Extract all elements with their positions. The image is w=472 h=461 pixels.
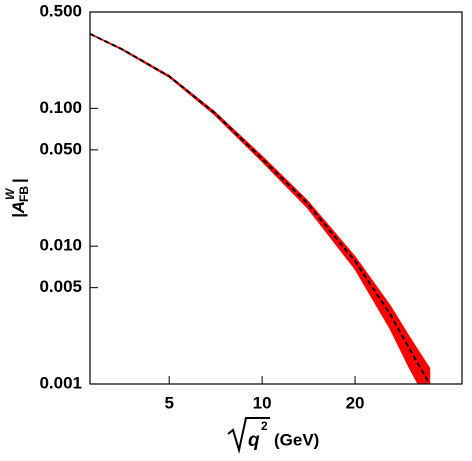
central-line [90, 32, 431, 384]
frame [89, 11, 463, 385]
y-label-open: |A [9, 201, 28, 218]
y-tick-label: 0.050 [39, 139, 82, 158]
y-tick-label: 0.500 [39, 1, 82, 20]
y-tick-label: 0.005 [39, 277, 82, 296]
x-label-base: q [248, 430, 260, 451]
y-axis-label: |A W FB | [3, 178, 31, 218]
x-label-sup: 2 [261, 419, 268, 433]
y-tick-label: 0.001 [39, 373, 82, 392]
y-tick-label: 0.010 [39, 236, 82, 255]
x-axis-label: q 2 (GeV) [227, 417, 319, 454]
x-tick-label: 20 [346, 393, 365, 412]
y-label-open-text: |A [9, 201, 28, 218]
sqrt-sign [227, 417, 270, 454]
y-label-sub: FB [17, 186, 31, 202]
x-tick-label: 10 [253, 393, 272, 412]
x-tick-label: 5 [164, 393, 173, 412]
x-label-unit: (GeV) [274, 430, 319, 449]
y-tick-label: 0.100 [39, 98, 82, 117]
error-band [90, 32, 431, 384]
y-label-close: | [9, 178, 28, 183]
y-label-sup: W [3, 187, 17, 200]
plot-area [90, 32, 431, 384]
